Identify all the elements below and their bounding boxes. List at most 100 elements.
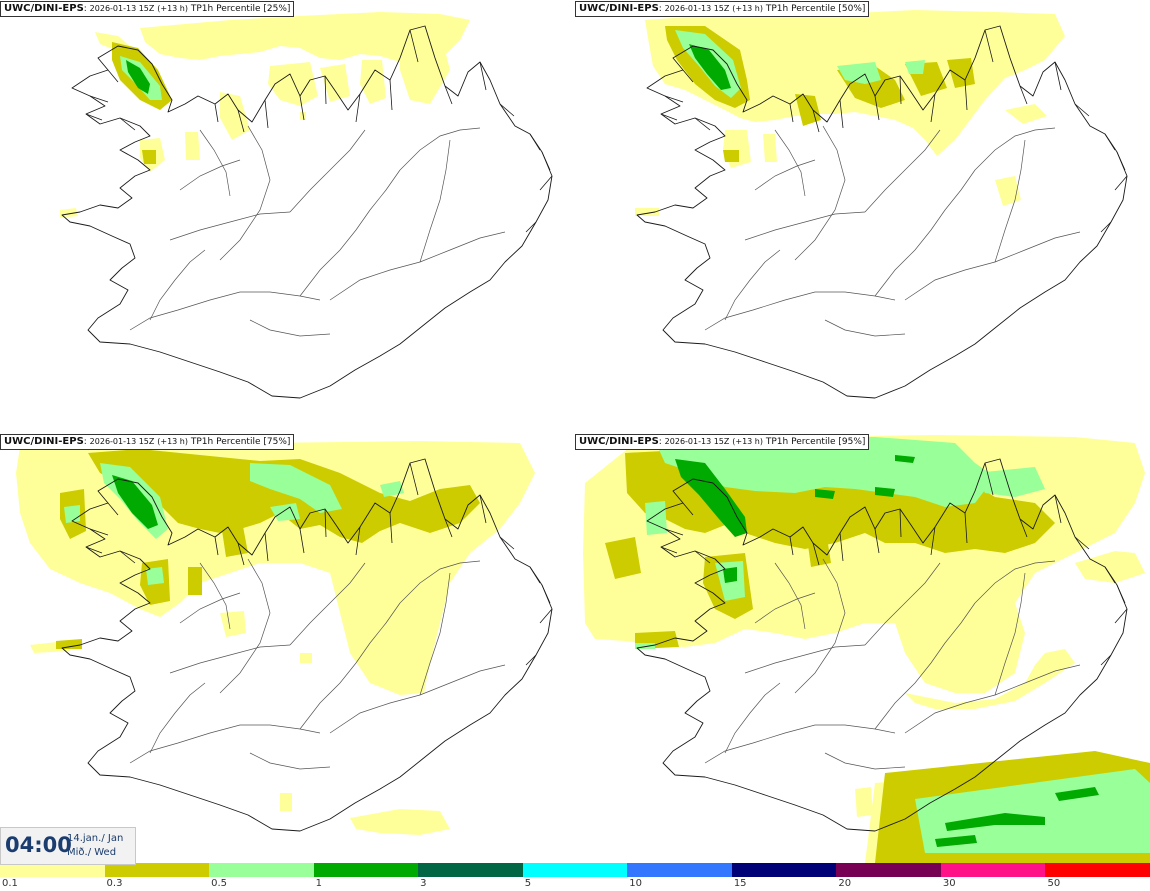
legend-swatch bbox=[0, 863, 106, 877]
road-line bbox=[994, 139, 1026, 263]
precip-area-light bbox=[1005, 104, 1047, 124]
legend-tick-label: 15 bbox=[733, 878, 747, 889]
legend-swatch bbox=[522, 863, 628, 877]
precip-area-green bbox=[815, 489, 835, 499]
fjord-line bbox=[541, 584, 551, 604]
precip-area-lightgreen bbox=[837, 62, 881, 84]
precip-area-green bbox=[875, 487, 895, 497]
precip-area-lightgreen bbox=[905, 60, 925, 74]
precip-area-light bbox=[320, 64, 350, 102]
precip-area-lightgreen bbox=[270, 503, 300, 521]
road-line bbox=[724, 249, 781, 321]
road-line bbox=[149, 249, 206, 321]
legend-swatch bbox=[627, 863, 733, 877]
fjord-line bbox=[85, 546, 103, 554]
road-line bbox=[744, 211, 866, 241]
road-line bbox=[794, 558, 846, 694]
legend-swatch bbox=[418, 863, 524, 877]
fjord-line bbox=[930, 93, 936, 123]
fjord-line bbox=[539, 608, 553, 624]
fjord-line bbox=[1116, 151, 1126, 171]
precip-area-green bbox=[1055, 787, 1099, 801]
fjord-line bbox=[812, 542, 820, 566]
precip-area-lightgreen bbox=[146, 567, 164, 585]
fjord-line bbox=[984, 462, 994, 496]
fjord-line bbox=[1100, 654, 1112, 666]
precip-map bbox=[60, 12, 553, 399]
precip-area-light bbox=[280, 793, 292, 811]
fjord-line bbox=[1104, 133, 1116, 151]
precip-area-light bbox=[140, 12, 470, 70]
valid-time: 04:00 bbox=[5, 833, 72, 857]
precip-area-lightgreen bbox=[64, 505, 80, 523]
fjord-line bbox=[1116, 584, 1126, 604]
road-line bbox=[874, 602, 976, 730]
fjord-line bbox=[479, 61, 487, 91]
fjord-line bbox=[107, 69, 119, 83]
fjord-line bbox=[237, 542, 245, 566]
legend-swatch bbox=[104, 863, 210, 877]
map-panel-p75: UWC/DINI-EPS: 2026-01-13 15Z (+13 h) TP1… bbox=[0, 433, 575, 863]
precip-map bbox=[16, 441, 553, 835]
legend-tick-label: 10 bbox=[629, 878, 642, 889]
legend-tick-label: 30 bbox=[942, 878, 956, 889]
map-panel-p95: UWC/DINI-EPS: 2026-01-13 15Z (+13 h) TP1… bbox=[575, 433, 1150, 863]
fjord-line bbox=[525, 654, 537, 666]
precip-area-lightgreen bbox=[380, 481, 404, 497]
road-line bbox=[754, 159, 816, 191]
fjord-line bbox=[529, 566, 541, 584]
precip-area-olive bbox=[56, 639, 82, 649]
fjord-line bbox=[1114, 175, 1128, 191]
fjord-line bbox=[839, 532, 844, 562]
legend-swatch bbox=[1045, 863, 1150, 877]
fjord-line bbox=[1019, 518, 1028, 538]
precip-area-green bbox=[689, 44, 731, 90]
precip-area-green bbox=[112, 475, 158, 529]
fjord-line bbox=[839, 99, 844, 129]
panel-title: UWC/DINI-EPS: 2026-01-13 15Z (+13 h) TP1… bbox=[575, 434, 870, 450]
valid-time-box: 04:00 14.jan./ Jan Mið./ Wed bbox=[0, 827, 136, 865]
fjord-line bbox=[324, 508, 327, 538]
precip-area-light bbox=[185, 132, 200, 160]
fjord-line bbox=[107, 502, 119, 516]
fjord-line bbox=[694, 117, 711, 131]
precip-area-light bbox=[855, 787, 873, 817]
precip-area-olive bbox=[723, 150, 739, 162]
valid-date: 14.jan./ Jan Mið./ Wed bbox=[67, 832, 123, 860]
fjord-line bbox=[389, 79, 393, 111]
legend-swatch bbox=[940, 863, 1046, 877]
precip-area-green bbox=[895, 455, 915, 463]
road-line bbox=[774, 562, 806, 630]
legend-swatch bbox=[836, 863, 942, 877]
precip-area-light bbox=[230, 623, 240, 633]
legend-tick-label: 0.1 bbox=[2, 878, 18, 889]
fjord-line bbox=[299, 95, 305, 121]
panel-title: UWC/DINI-EPS: 2026-01-13 15Z (+13 h) TP1… bbox=[575, 1, 870, 17]
road-line bbox=[864, 562, 941, 646]
road-line bbox=[794, 125, 846, 261]
fjord-line bbox=[789, 536, 794, 556]
precip-area-olive bbox=[805, 523, 831, 567]
fjord-line bbox=[682, 502, 694, 516]
precip-area-olive bbox=[605, 537, 641, 579]
road-line bbox=[299, 169, 401, 297]
precip-area-light bbox=[400, 30, 450, 104]
fjord-line bbox=[1114, 608, 1128, 624]
precip-area-green bbox=[675, 459, 747, 537]
fjord-line bbox=[789, 103, 794, 123]
road-line bbox=[249, 752, 331, 770]
fjord-line bbox=[409, 29, 419, 63]
fjord-line bbox=[444, 85, 453, 105]
fjord-line bbox=[237, 109, 245, 133]
precip-area-lightgreen bbox=[975, 467, 1045, 497]
road-line bbox=[329, 231, 506, 301]
fjord-line bbox=[324, 75, 327, 105]
precip-map bbox=[635, 10, 1128, 399]
fjord-line bbox=[119, 550, 136, 564]
precip-area-olive bbox=[88, 449, 480, 543]
precip-area-light bbox=[60, 208, 78, 218]
fjord-line bbox=[1074, 103, 1090, 117]
fjord-line bbox=[1054, 494, 1062, 524]
precip-area-olive bbox=[947, 58, 975, 88]
fjord-line bbox=[444, 518, 453, 538]
